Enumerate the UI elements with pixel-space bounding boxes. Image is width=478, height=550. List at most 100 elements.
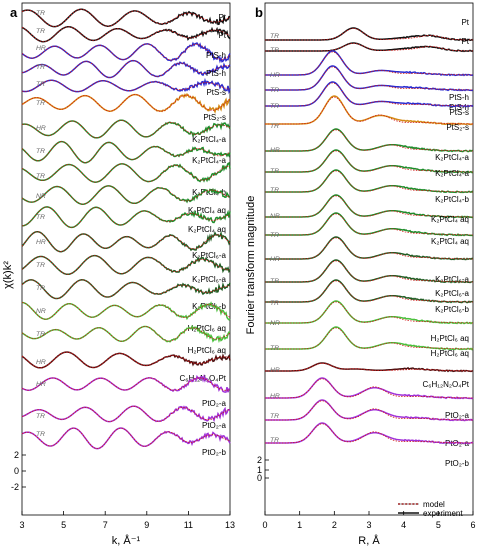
panel-b-fit-tag: HR	[270, 147, 280, 154]
panel-b-series-label: K₂PtCl₆-a	[435, 275, 469, 284]
panel-a-series-label: H₂PtCl₆ aq	[188, 324, 226, 333]
panel-b-experiment-line	[265, 128, 474, 153]
panel-a-series-label: PtS-h	[206, 51, 226, 60]
panel-b-model-line	[265, 213, 473, 236]
panel-b-ytick-label: 1	[257, 465, 262, 475]
panel-b-xtick-label: 3	[366, 520, 371, 530]
panel-a-fit-tag: TR	[36, 10, 45, 17]
panel-b-xtick-label: 0	[262, 520, 267, 530]
panel-b-series-label: Pt	[461, 37, 469, 46]
panel-a-experiment-line	[21, 77, 231, 95]
panel-b-series-label: K₂PtCl₄ aq	[431, 215, 469, 224]
panel-b-series-label: PtO₂-a	[445, 411, 470, 420]
panel-b-fit-tag: TR	[270, 33, 279, 40]
panel-a-ytick-label: -2	[11, 482, 19, 492]
panel-b-series-label: K₂PtCl₄ aq	[431, 237, 469, 246]
panel-a-series-label: K₂PtCl₄-a	[192, 135, 226, 144]
panel-b-series-label: PtO₂-b	[445, 459, 470, 468]
panel-a-xtick-label: 5	[61, 520, 66, 530]
panel-b-fit-tag: TR	[270, 300, 279, 307]
panel-a-xtick-label: 13	[225, 520, 235, 530]
panel-a-fit-tag: HR	[36, 45, 46, 52]
panel-a-fit-tag: TR	[36, 285, 45, 292]
panel-a-ytick-label: 0	[14, 466, 19, 476]
panel-b-fit-tag: HR	[270, 256, 280, 263]
legend-experiment-label: experiment	[423, 509, 463, 518]
panel-a-ytick-label: 2	[14, 450, 19, 460]
panel-a-series-label: K₂PtCl₆-b	[192, 302, 226, 311]
panel-a-fit-tag: TR	[36, 64, 45, 71]
panel-a-series-label: PtS₂-s	[203, 113, 226, 122]
panel-a-frame	[21, 2, 231, 516]
panel-b-xtick-label: 4	[401, 520, 406, 530]
panel-a-experiment-line	[21, 140, 231, 164]
panel-a-xtick-label: 3	[19, 520, 24, 530]
panel-b-experiment-line	[265, 422, 474, 445]
panel-a-experiment-line	[21, 59, 231, 79]
panel-a-series-label: PtO₂-a	[202, 399, 227, 408]
panel-a-fit-tag: TR	[36, 81, 45, 88]
panel-a-model-line	[21, 163, 230, 183]
panel-a-experiment-line	[21, 161, 231, 183]
panel-a-fit-tag: HR	[36, 239, 46, 246]
panel-a-fit-tag: TR	[36, 431, 45, 438]
panel-b-fit-tag: HR	[270, 72, 280, 79]
panel-b-series-label: PtS-s	[449, 108, 469, 117]
panel-b-fit-tag: TR	[270, 187, 279, 194]
panel-a-fit-tag: TR	[36, 100, 45, 107]
panel-b-ytick-label: 0	[257, 473, 262, 483]
panel-b-experiment-line	[265, 50, 474, 77]
legend: model experiment	[398, 500, 463, 518]
panel-a-xtick-label: 11	[184, 520, 193, 530]
panel-b-fit-tag: TR	[270, 232, 279, 239]
panel-b-model-line	[265, 66, 473, 91]
panel-a-fit-tag: HR	[36, 381, 46, 388]
panel-b-fit-tag: TR	[270, 123, 279, 130]
panel-b-fit-tag: TR	[270, 47, 279, 54]
panel-a-model-line	[21, 8, 231, 27]
panel-b-series-label: PtS-h	[449, 103, 469, 112]
panel-a-series-label: Pt	[218, 31, 226, 40]
panel-b-experiment-line	[265, 65, 474, 92]
panel-b-fit-tag: NR	[270, 320, 280, 327]
panel-b-fit-tag: TR	[270, 278, 279, 285]
panel-b-series-label: PtS₂-s	[446, 123, 469, 132]
panel-a-series-label: PtS-h	[206, 69, 226, 78]
panel-a-experiment-line	[21, 185, 231, 205]
panel-b-fit-tag: TR	[270, 437, 279, 444]
panel-a-model-line	[21, 60, 231, 78]
panel-a-fit-tag: TR	[36, 262, 45, 269]
panel-a-ylabel: χ(k)k²	[2, 261, 14, 289]
panel-a-series-label: K₂PtCl₄ aq	[188, 206, 226, 215]
panel-a-experiment-line	[21, 405, 231, 423]
panel-b-series-label: K₂PtCl₆-a	[435, 289, 469, 298]
panel-b-model-line	[265, 129, 473, 152]
panel-a-series-label: H₂PtCl₆ aq	[188, 346, 226, 355]
panel-a-model-line	[21, 255, 230, 275]
panel-a-model-line	[21, 231, 231, 253]
panel-b-xtick-label: 6	[470, 520, 475, 530]
panel-a-model-line	[21, 94, 231, 112]
panel-b-model-line	[265, 51, 473, 76]
panel-a-fit-tag: NR	[36, 193, 46, 200]
panel-a-letter: a	[10, 5, 18, 20]
panel-b-series-label: K₂PtCl₄-b	[435, 195, 469, 204]
panel-b-letter: b	[255, 5, 263, 20]
panel-b-model-line	[265, 82, 473, 107]
panel-b-model-line	[265, 280, 473, 303]
panel-b-fit-tag: TR	[270, 413, 279, 420]
panel-a-model-line	[21, 351, 231, 369]
panel-b-model-line	[265, 327, 473, 350]
panel-a-fit-tag: HR	[36, 359, 46, 366]
panel-b-series-label: K₂PtCl₄-a	[435, 153, 469, 162]
panel-b-model-line	[265, 362, 473, 372]
panel-b-model-line	[265, 170, 473, 193]
panel-a-model-line	[21, 279, 230, 299]
panel-a-fit-tag: HR	[36, 125, 46, 132]
panel-a-xlabel: k, Å⁻¹	[112, 534, 141, 547]
panel-b-model-line	[265, 301, 473, 324]
panel-b-experiment-line	[265, 27, 474, 42]
panel-a-fit-tag: TR	[36, 173, 45, 180]
panel-a-fit-tag: TR	[36, 413, 45, 420]
